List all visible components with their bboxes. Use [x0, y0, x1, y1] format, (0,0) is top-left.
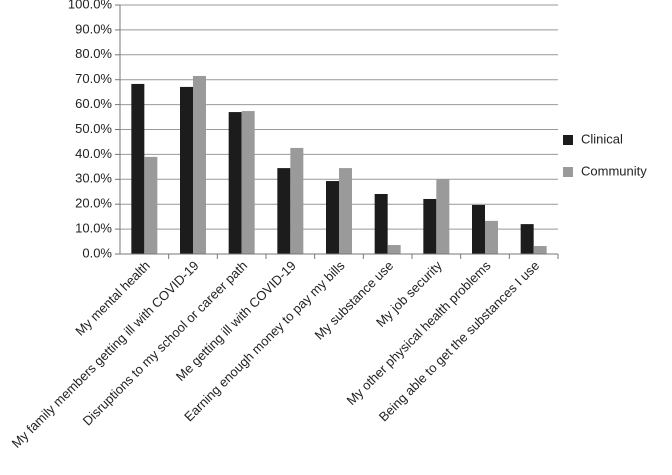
- bar: [423, 198, 437, 254]
- legend-swatch: [563, 135, 573, 145]
- bar: [277, 168, 291, 254]
- bar: [326, 181, 339, 254]
- x-tick-label: My family members getting ill with COVID…: [9, 258, 202, 451]
- bar: [485, 220, 498, 254]
- bar: [472, 204, 485, 254]
- bar: [436, 179, 450, 254]
- y-tick-label: 60.0%: [75, 96, 112, 111]
- bar: [144, 156, 158, 254]
- bar: [180, 86, 193, 255]
- y-tick-label: 40.0%: [75, 146, 112, 161]
- bar: [533, 246, 547, 254]
- y-tick-label: 70.0%: [75, 71, 112, 86]
- y-tick-label: 0.0%: [82, 245, 112, 260]
- bar: [339, 168, 352, 254]
- bar: [228, 112, 242, 254]
- bar: [290, 147, 304, 254]
- bar: [193, 75, 206, 254]
- y-tick-label: 90.0%: [75, 21, 112, 36]
- bar: [387, 245, 401, 254]
- bar: [131, 83, 145, 254]
- bar: [241, 111, 255, 254]
- y-tick-label: 30.0%: [75, 171, 112, 186]
- legend-swatch: [563, 167, 573, 177]
- bar: [374, 193, 388, 254]
- y-tick-label: 10.0%: [75, 221, 112, 236]
- y-tick-label: 80.0%: [75, 46, 112, 61]
- y-tick-label: 50.0%: [75, 121, 112, 136]
- bar: [520, 224, 534, 254]
- legend-label: Clinical: [581, 131, 623, 146]
- y-tick-label: 100.0%: [68, 0, 113, 11]
- legend-label: Community: [581, 163, 647, 178]
- y-tick-label: 20.0%: [75, 196, 112, 211]
